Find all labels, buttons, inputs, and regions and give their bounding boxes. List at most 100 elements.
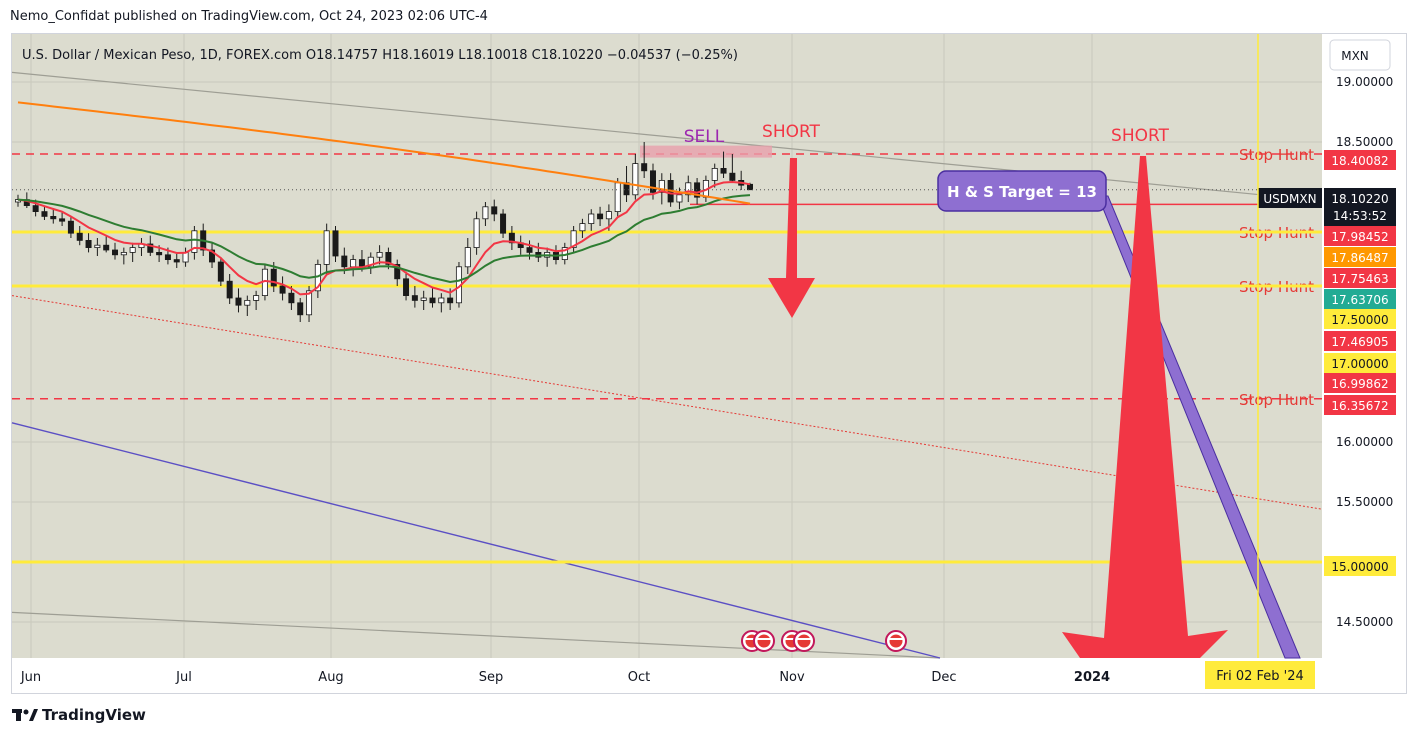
price-tag-value: 17.86487 bbox=[1331, 251, 1388, 265]
candle-body bbox=[720, 167, 727, 174]
candle-body bbox=[112, 249, 119, 256]
candle-body bbox=[500, 213, 507, 234]
flag-stripe bbox=[785, 638, 799, 640]
price-tag-value: 17.46905 bbox=[1331, 335, 1388, 349]
x-tick-label: Oct bbox=[628, 670, 650, 685]
candle-body bbox=[156, 251, 163, 256]
candle-body bbox=[279, 285, 286, 294]
candle-body bbox=[508, 232, 515, 244]
price-tag bbox=[1324, 353, 1396, 373]
candle-body bbox=[597, 213, 604, 220]
price-tag bbox=[1324, 395, 1396, 415]
us-flag-icon bbox=[757, 634, 771, 648]
cursor-date-label: Fri 02 Feb '24 bbox=[1216, 669, 1304, 684]
symbol-info-line: U.S. Dollar / Mexican Peso, 1D, FOREX.co… bbox=[22, 48, 738, 63]
candle-body bbox=[209, 249, 216, 263]
stop-hunt-label: Stop Hunt bbox=[1239, 146, 1314, 164]
tradingview-logo-icon bbox=[12, 709, 38, 721]
candle-body bbox=[41, 211, 48, 217]
candle-body bbox=[288, 292, 295, 304]
candle-body bbox=[120, 251, 127, 256]
time-axis-background bbox=[12, 658, 1406, 693]
footer-brand[interactable]: TradingView bbox=[12, 706, 146, 724]
price-tag-value: 17.63706 bbox=[1331, 293, 1388, 307]
price-tag-value: 17.50000 bbox=[1331, 313, 1388, 327]
candle-body bbox=[729, 172, 736, 181]
y-tick-label: 18.50000 bbox=[1336, 135, 1393, 149]
candle-body bbox=[270, 268, 277, 287]
candle-body bbox=[147, 243, 154, 253]
last-price-tag bbox=[1324, 188, 1396, 226]
candle-body bbox=[526, 247, 533, 253]
candle-body bbox=[103, 244, 110, 251]
candle-body bbox=[411, 295, 418, 301]
channel-lower-line bbox=[11, 611, 941, 659]
candle-body bbox=[191, 230, 198, 253]
candle-body bbox=[605, 211, 612, 220]
candle-body bbox=[323, 230, 330, 265]
chart-frame bbox=[11, 33, 1407, 694]
x-tick-label: Dec bbox=[931, 670, 956, 685]
candle-body bbox=[588, 213, 595, 224]
candle-body bbox=[711, 167, 718, 181]
flag-stripe bbox=[889, 638, 903, 640]
candle-body bbox=[579, 223, 586, 232]
last-price-value: 18.10220 bbox=[1331, 192, 1388, 206]
price-tag bbox=[1324, 373, 1396, 393]
y-tick-label: 19.00000 bbox=[1336, 75, 1393, 89]
sell-zone bbox=[640, 145, 772, 158]
ema-fast-line bbox=[17, 180, 751, 296]
short-label: SHORT bbox=[1111, 126, 1170, 146]
x-tick-label: Jun bbox=[20, 670, 41, 685]
candle-body bbox=[94, 244, 101, 248]
currency-label: MXN bbox=[1341, 49, 1369, 63]
candle-body bbox=[641, 163, 648, 172]
candle-body bbox=[173, 259, 180, 263]
candle-body bbox=[482, 206, 489, 220]
price-tag-value: 17.98452 bbox=[1331, 230, 1388, 244]
candle-body bbox=[658, 179, 665, 193]
price-tag-value: 16.99862 bbox=[1331, 377, 1388, 391]
sell-label: SELL bbox=[684, 127, 725, 147]
price-tag-value: 17.75463 bbox=[1331, 272, 1388, 286]
candle-body bbox=[385, 251, 392, 265]
us-flag-icon bbox=[797, 634, 811, 648]
short-label: SHORT bbox=[762, 122, 821, 142]
price-tag bbox=[1324, 268, 1396, 288]
candle-body bbox=[429, 297, 436, 304]
flag-stripe bbox=[757, 638, 771, 640]
symbol-tag bbox=[1258, 188, 1322, 208]
candle-body bbox=[341, 255, 348, 268]
candle-body bbox=[235, 297, 242, 306]
candle-body bbox=[747, 183, 754, 191]
candle-body bbox=[464, 247, 471, 268]
price-tag-value: 18.40082 bbox=[1331, 154, 1388, 168]
candle-body bbox=[420, 297, 427, 301]
blue-trendline bbox=[11, 422, 941, 659]
candle-body bbox=[491, 206, 498, 215]
y-tick-label: 15.50000 bbox=[1336, 495, 1393, 509]
candle-body bbox=[67, 220, 74, 234]
x-tick-label: Nov bbox=[779, 670, 805, 685]
ema-long-line bbox=[17, 101, 751, 205]
candle-body bbox=[376, 251, 383, 258]
price-tag bbox=[1324, 289, 1396, 309]
currency-button bbox=[1329, 39, 1391, 71]
price-tag bbox=[1324, 309, 1396, 329]
x-tick-label: Jul bbox=[175, 670, 192, 685]
candle-body bbox=[649, 170, 656, 193]
cursor-date-tag bbox=[1205, 661, 1315, 689]
x-tick-label: 2024 bbox=[1074, 670, 1110, 685]
short-arrow-large bbox=[1062, 156, 1228, 658]
candle-body bbox=[129, 247, 136, 253]
candle-body bbox=[632, 163, 639, 196]
candle-body bbox=[473, 218, 480, 249]
candle-body bbox=[614, 182, 621, 213]
candle-body bbox=[244, 299, 251, 306]
candle-body bbox=[32, 205, 39, 213]
target-label-box bbox=[937, 170, 1107, 212]
candle-body bbox=[76, 232, 83, 241]
candle-body bbox=[59, 218, 66, 222]
price-tag-value: 16.35672 bbox=[1331, 399, 1388, 413]
